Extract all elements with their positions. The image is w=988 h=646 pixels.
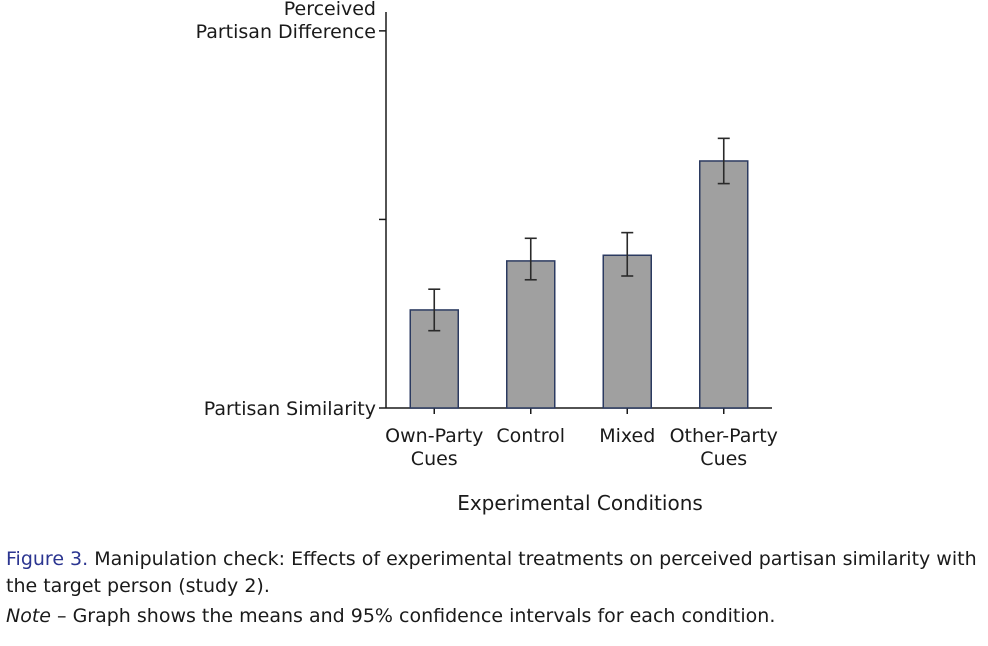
bar xyxy=(506,260,556,409)
figure-label: Figure 3. xyxy=(6,548,89,570)
x-tick-label: Own-Party xyxy=(385,425,483,447)
y-tick-label: Partisan Difference xyxy=(196,21,376,43)
y-tick-label: Perceived xyxy=(284,0,376,20)
y-tick-label: Partisan Similarity xyxy=(204,398,376,420)
figure-caption: Figure 3. Manipulation check: Effects of… xyxy=(6,546,982,630)
x-tick-label: Control xyxy=(496,425,565,447)
note-line: Note – Graph shows the means and 95% con… xyxy=(6,603,982,630)
bar xyxy=(602,254,652,409)
error-bars xyxy=(428,137,730,332)
x-tick-label: Other-Party xyxy=(670,425,778,447)
x-axis-label: Experimental Conditions xyxy=(457,491,703,515)
bar xyxy=(699,160,749,409)
x-tick-label: Cues xyxy=(411,448,458,470)
note-text: – Graph shows the means and 95% confiden… xyxy=(50,605,776,627)
x-tick-label: Cues xyxy=(700,448,747,470)
x-tick-label: Mixed xyxy=(599,425,655,447)
bars xyxy=(409,160,749,409)
caption-text: Manipulation check: Effects of experimen… xyxy=(6,548,977,597)
caption-line: Figure 3. Manipulation check: Effects of… xyxy=(6,546,982,600)
note-label: Note xyxy=(6,605,51,627)
